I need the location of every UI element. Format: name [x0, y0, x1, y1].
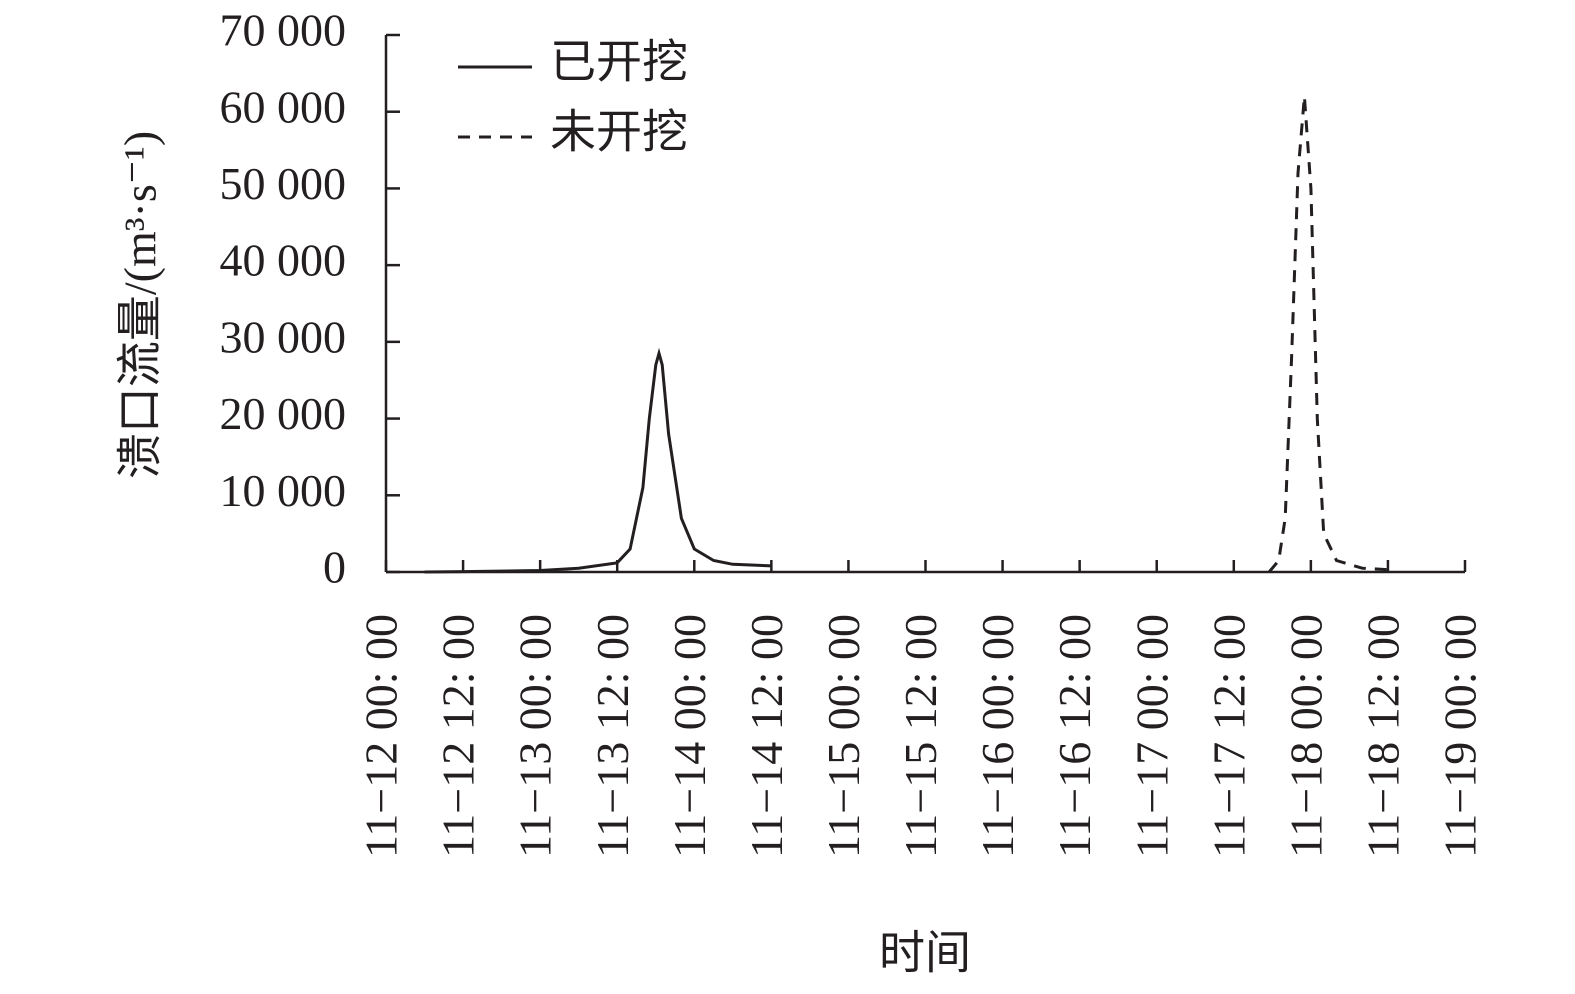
x-tick-label: 11−16 12: 00: [1049, 614, 1100, 858]
legend-label: 已开挖: [550, 37, 688, 88]
x-tick-label: 11−17 00: 00: [1126, 614, 1177, 858]
x-tick-label: 11−12 00: 00: [356, 614, 407, 858]
x-tick-label: 11−18 00: 00: [1280, 614, 1331, 858]
y-tick-label: 70 000: [220, 5, 347, 56]
y-tick-label: 50 000: [220, 158, 347, 209]
y-axis-label: 溃口流量/(m³·s⁻¹): [115, 131, 166, 479]
x-axis-label: 时间: [879, 928, 971, 979]
y-tick-label: 30 000: [220, 311, 347, 362]
y-tick-label: 20 000: [220, 388, 347, 439]
x-tick-label: 11−14 12: 00: [741, 614, 792, 858]
y-tick-label: 60 000: [220, 81, 347, 132]
line-series: [424, 347, 772, 574]
y-tick-label: 40 000: [220, 235, 347, 286]
x-tick-label: 11−14 00: 00: [664, 614, 715, 858]
x-tick-label: 11−17 12: 00: [1203, 614, 1254, 858]
x-tick-label: 11−16 00: 00: [972, 614, 1023, 858]
x-tick-label: 11−13 12: 00: [587, 614, 638, 858]
line-series: [1267, 96, 1388, 573]
x-tick-label: 11−15 00: 00: [818, 614, 869, 858]
x-tick-label: 11−12 12: 00: [433, 614, 484, 858]
x-tick-label: 11−18 12: 00: [1357, 614, 1408, 858]
legend-label: 未开挖: [550, 107, 688, 158]
x-tick-label: 11−15 12: 00: [895, 614, 946, 858]
y-tick-label: 0: [323, 542, 346, 593]
y-tick-label: 10 000: [220, 465, 347, 516]
x-tick-label: 11−13 00: 00: [510, 614, 561, 858]
x-tick-label: 11−19 00: 00: [1435, 614, 1486, 858]
